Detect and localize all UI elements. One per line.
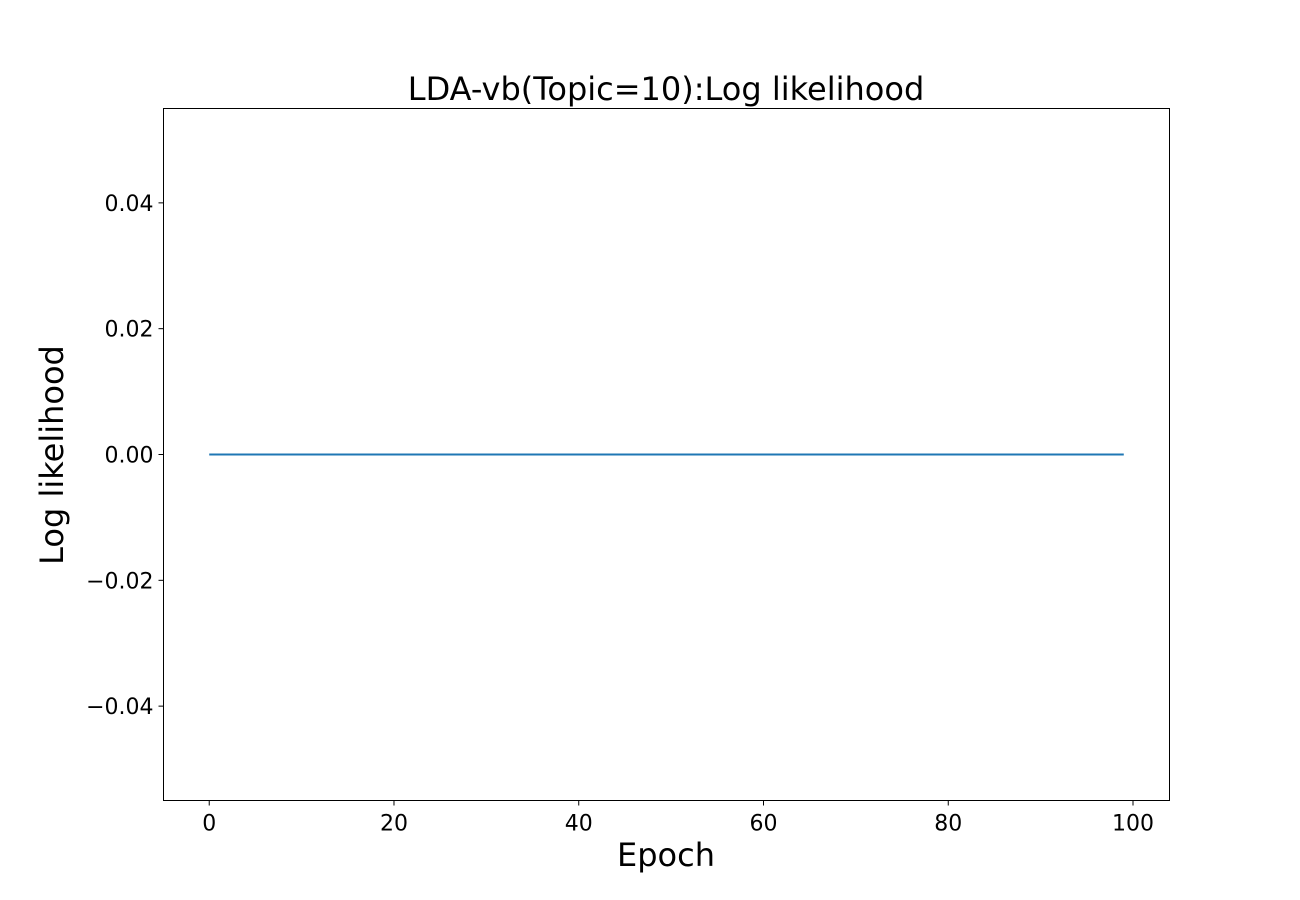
x-tick-label: 60 (749, 812, 777, 837)
chart-title: LDA-vb(Topic=10):Log likelihood (408, 70, 925, 108)
x-axis-label: Epoch (617, 836, 715, 874)
y-tick-label: −0.04 (86, 695, 153, 720)
y-tick-label: 0.04 (105, 192, 154, 217)
x-tick-label: 100 (1112, 812, 1154, 837)
x-tick-label: 0 (202, 812, 216, 837)
x-axis: 0 20 40 60 80 100 (202, 800, 1154, 837)
x-tick-label: 80 (934, 812, 962, 837)
y-axis-label: Log likelihood (33, 345, 71, 565)
y-tick-label: −0.02 (86, 569, 153, 594)
x-tick-label: 40 (565, 812, 593, 837)
x-tick-label: 20 (380, 812, 408, 837)
y-tick-label: 0.00 (105, 444, 154, 469)
y-axis: −0.04 −0.02 0.00 0.02 0.04 (86, 192, 164, 720)
y-tick-label: 0.02 (105, 318, 154, 343)
